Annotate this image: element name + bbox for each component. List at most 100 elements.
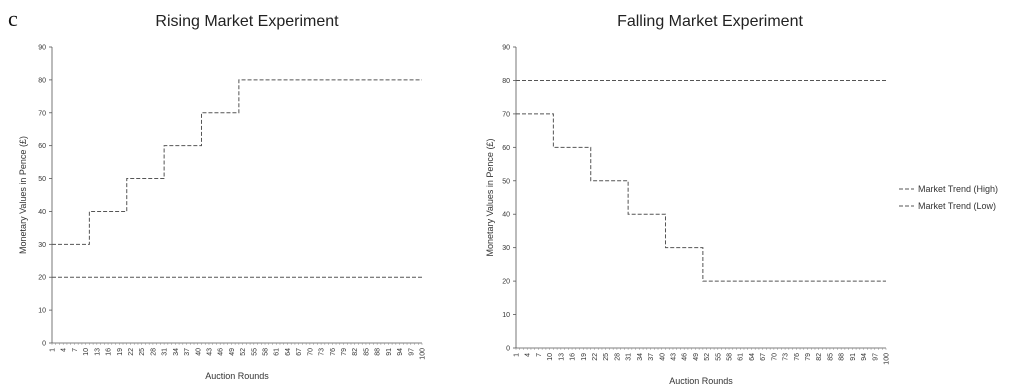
y-tick-label: 20 [38, 275, 46, 282]
y-tick-label: 80 [38, 77, 46, 84]
x-tick-label: 25 [603, 353, 610, 361]
x-tick-label: 73 [319, 348, 326, 356]
legend: Market Trend (High) Market Trend (Low) [899, 184, 998, 211]
y-tick-label: 90 [38, 45, 46, 52]
y-tick-label: 30 [502, 245, 510, 252]
y-tick-label: 30 [38, 242, 46, 249]
x-tick-label: 76 [330, 348, 337, 356]
x-tick-label: 7 [536, 353, 543, 357]
x-tick-label: 31 [162, 348, 169, 356]
x-tick-label: 70 [771, 353, 778, 361]
x-tick-label: 85 [363, 348, 370, 356]
x-tick-label: 64 [749, 353, 756, 361]
x-tick-label: 49 [229, 348, 236, 356]
y-tick-label: 70 [38, 110, 46, 117]
x-tick-label: 10 [83, 348, 90, 356]
x-tick-label: 52 [704, 353, 711, 361]
chart-title: Rising Market Experiment [155, 13, 339, 30]
x-tick-label: 31 [626, 353, 633, 361]
x-axis-label: Auction Rounds [669, 376, 733, 386]
series-line-low [516, 113, 886, 282]
x-tick-label: 76 [794, 353, 801, 361]
y-tick-label: 90 [502, 45, 510, 52]
y-tick-label: 20 [502, 279, 510, 286]
x-tick-label: 40 [195, 348, 202, 356]
x-tick-label: 94 [397, 348, 404, 356]
y-tick-label: 60 [502, 145, 510, 152]
x-tick-label: 79 [341, 348, 348, 356]
x-tick-label: 94 [861, 353, 868, 361]
series-line-high [52, 79, 422, 245]
y-axis-label: Monetary Values in Pence (£) [485, 139, 495, 257]
legend-label: Market Trend (Low) [918, 201, 996, 211]
x-tick-label: 40 [659, 353, 666, 361]
x-tick-label: 58 [263, 348, 270, 356]
y-tick-label: 60 [38, 143, 46, 150]
panel-label: c [8, 6, 18, 31]
x-tick-label: 73 [783, 353, 790, 361]
y-tick-label: 50 [502, 178, 510, 185]
x-tick-label: 49 [693, 353, 700, 361]
x-tick-label: 22 [592, 353, 599, 361]
x-tick-label: 34 [173, 348, 180, 356]
x-tick-label: 46 [218, 348, 225, 356]
legend-label: Market Trend (High) [918, 184, 998, 194]
x-tick-label: 19 [117, 348, 124, 356]
x-tick-label: 61 [738, 353, 745, 361]
x-tick-label: 28 [614, 353, 621, 361]
x-tick-label: 82 [352, 348, 359, 356]
x-tick-label: 97 [408, 348, 415, 356]
y-tick-label: 10 [38, 308, 46, 315]
x-tick-label: 22 [128, 348, 135, 356]
x-tick-label: 100 [884, 353, 891, 365]
x-tick-label: 88 [375, 348, 382, 356]
x-tick-label: 70 [307, 348, 314, 356]
x-tick-label: 43 [670, 353, 677, 361]
x-tick-label: 34 [637, 353, 644, 361]
x-tick-label: 4 [525, 353, 532, 357]
x-tick-label: 91 [386, 348, 393, 356]
chart-title: Falling Market Experiment [617, 13, 803, 30]
x-tick-label: 67 [296, 348, 303, 356]
x-tick-label: 88 [839, 353, 846, 361]
x-tick-label: 64 [285, 348, 292, 356]
x-tick-label: 37 [648, 353, 655, 361]
x-tick-label: 91 [850, 353, 857, 361]
x-tick-label: 28 [150, 348, 157, 356]
x-tick-label: 19 [581, 353, 588, 361]
x-tick-label: 37 [184, 348, 191, 356]
x-tick-label: 46 [682, 353, 689, 361]
x-tick-label: 10 [547, 353, 554, 361]
x-axis-label: Auction Rounds [205, 371, 269, 381]
x-tick-label: 13 [558, 353, 565, 361]
y-tick-label: 80 [502, 78, 510, 85]
x-tick-label: 1 [514, 353, 521, 357]
y-tick-label: 0 [506, 346, 510, 353]
x-tick-label: 97 [872, 353, 879, 361]
chart-1: Rising Market Experiment 0 10 20 30 40 50 60 70 8… [18, 13, 427, 381]
x-tick-label: 55 [715, 353, 722, 361]
x-tick-label: 82 [816, 353, 823, 361]
y-tick-label: 40 [502, 212, 510, 219]
y-tick-label: 10 [502, 312, 510, 319]
x-tick-label: 85 [827, 353, 834, 361]
x-tick-label: 55 [251, 348, 258, 356]
chart-2: Falling Market Experiment 0 10 20 30 40 50 60 70… [485, 13, 891, 386]
x-tick-label: 58 [727, 353, 734, 361]
y-tick-label: 70 [502, 111, 510, 118]
x-tick-label: 52 [240, 348, 247, 356]
y-axis-label: Monetary Values in Pence (£) [18, 136, 28, 254]
x-tick-label: 100 [420, 348, 427, 360]
y-tick-label: 50 [38, 176, 46, 183]
x-tick-label: 7 [72, 348, 79, 352]
x-tick-label: 43 [206, 348, 213, 356]
x-tick-label: 25 [139, 348, 146, 356]
x-tick-label: 1 [50, 348, 57, 352]
x-tick-label: 13 [94, 348, 101, 356]
x-tick-label: 16 [570, 353, 577, 361]
x-tick-label: 67 [760, 353, 767, 361]
x-tick-label: 79 [805, 353, 812, 361]
x-tick-label: 16 [106, 348, 113, 356]
x-tick-label: 61 [274, 348, 281, 356]
